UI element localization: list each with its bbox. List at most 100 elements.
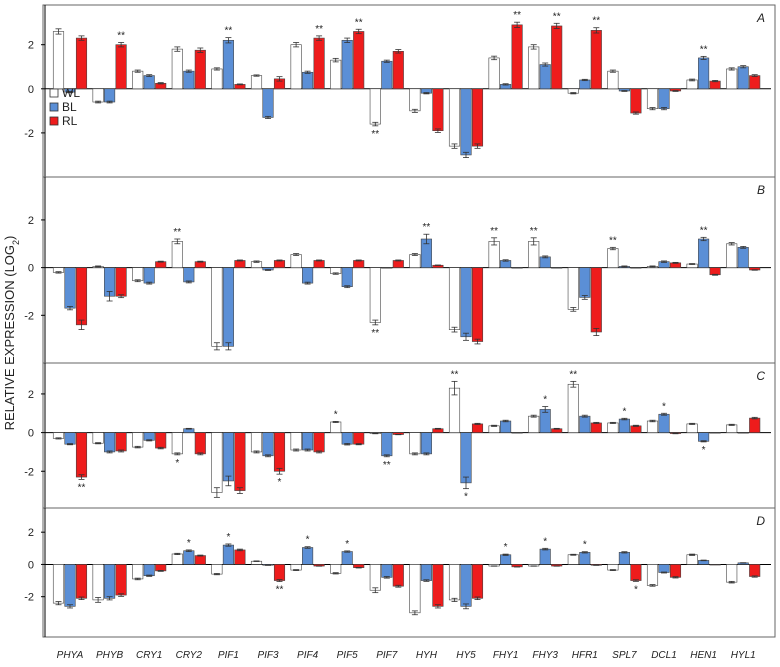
y-tick-label: 0 [28,559,34,571]
x-tick-label: FHY1 [493,650,519,661]
bar-BL [143,267,155,284]
significance-mark: * [634,584,638,595]
significance-mark: ** [609,235,617,246]
bar-RL [194,432,206,455]
bar-RL [392,564,404,587]
bar-WL [488,425,500,433]
bar-RL [709,564,721,566]
bar-BL [104,564,116,599]
bar-WL [369,88,381,125]
bar-BL [579,267,591,298]
x-tick-label: PIF5 [337,650,359,661]
bar-BL [143,75,155,90]
significance-mark: * [226,532,230,543]
bar-RL [234,432,246,491]
panel-A: -2 0 2 A ** ** ** ** ** ** ** ** ** [24,4,776,178]
bar-BL [698,238,710,268]
bar-RL [749,564,761,577]
x-tick-label: PIF3 [257,650,279,661]
bar-BL [658,88,670,109]
bar-BL [143,432,155,441]
bar-WL [409,88,421,112]
significance-mark: * [662,401,666,412]
x-tick-label: CRY1 [136,650,162,661]
bar-BL [302,432,314,451]
x-tick-label: PIF7 [376,650,398,661]
bar-RL [630,425,642,433]
bar-RL [115,44,127,90]
bar-RL [590,422,602,433]
bar-BL [222,39,234,90]
bar-RL [75,432,88,478]
bar-WL [171,553,183,565]
significance-mark: * [464,492,468,503]
bar-RL [234,549,246,565]
bar-RL [194,49,206,90]
bar-RL [590,30,602,90]
y-tick-label: -2 [24,310,34,322]
significance-mark: * [622,406,626,417]
bar-RL [273,564,286,581]
bar-WL [607,422,619,433]
bar-BL [737,432,749,434]
y-tick-label: -2 [24,592,34,604]
significance-mark: * [583,540,587,551]
bar-BL [222,267,234,347]
bar-RL [353,260,365,268]
bar-RL [511,24,523,90]
bar-WL [211,432,223,493]
bar-RL [75,267,88,326]
x-tick-label: PIF4 [297,650,319,661]
bar-RL [194,261,206,268]
y-tick-label: 0 [28,84,34,96]
bar-BL [618,418,630,433]
significance-mark: * [334,409,338,420]
significance-mark: ** [490,226,498,237]
bar-BL [341,432,353,445]
bar-WL [290,44,302,90]
bar-BL [302,71,314,90]
bar-WL [369,267,381,323]
bar-BL [183,267,195,283]
significance-mark: ** [371,328,379,339]
significance-mark: ** [355,17,363,28]
y-tick-label: 2 [28,215,34,227]
panel-label: D [756,514,765,528]
bar-WL [646,564,659,586]
bar-RL [511,432,523,434]
bar-WL [290,254,302,268]
bar-WL [686,554,698,565]
y-tick-label: -2 [24,466,34,478]
bar-BL [262,88,274,118]
bar-BL [183,70,195,90]
bar-RL [75,564,88,599]
bar-RL [709,432,721,434]
bar-BL [381,432,393,457]
bar-RL [749,417,761,433]
bar-RL [155,261,167,268]
bar-WL [686,423,698,433]
bar-RL [273,260,286,268]
bar-WL [92,564,104,601]
legend-label-RL: RL [62,114,78,128]
panel-B: -2 0 2 B ** ** ** ** ** ** ** [24,176,776,364]
panel-label: B [757,183,765,197]
bar-RL [353,432,365,445]
bar-RL [194,555,206,565]
bar-RL [313,260,325,268]
x-tick-label: SPL7 [612,650,637,661]
bar-WL [686,79,698,90]
x-tick-label: PHYB [96,650,124,661]
x-tick-label: HEN1 [690,650,717,661]
bar-BL [341,551,353,565]
bar-BL [698,57,710,90]
bar-BL [539,256,551,268]
bar-RL [590,267,602,333]
bar-BL [420,564,432,581]
y-tick-label: 0 [28,263,34,275]
y-axis-label: RELATIVE EXPRESSION (LOG2) [2,236,21,431]
x-category-labels: PHYA PHYB CRY1 CRY2 PIF1 PIF3 PIF4 PIF5 PIF7 HYH H… [57,650,756,661]
legend-label-WL: WL [62,86,80,100]
bar-WL [726,424,738,433]
